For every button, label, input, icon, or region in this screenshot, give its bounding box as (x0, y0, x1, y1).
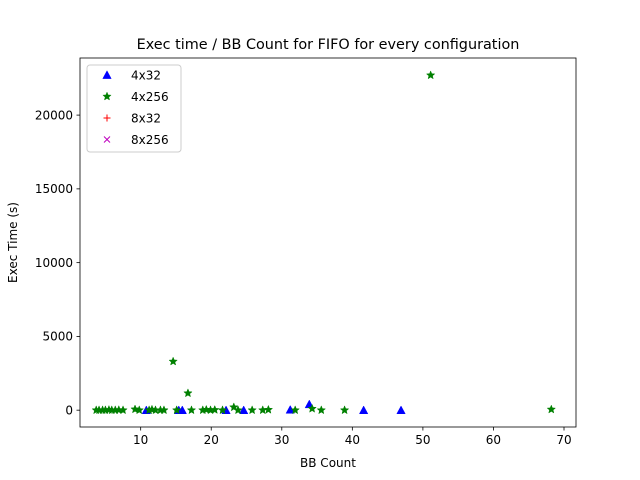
data-point (339, 405, 350, 415)
x-tick-label: 50 (415, 433, 430, 447)
legend-item-8x256: 8x256 (103, 133, 169, 147)
plot-frame (79, 57, 577, 428)
y-tick-label: 0 (65, 403, 73, 417)
legend-label: 8x32 (131, 111, 161, 125)
legend-item-8x32: 8x32 (103, 111, 161, 125)
data-point (396, 405, 406, 414)
data-point (186, 405, 197, 415)
x-axis-label: BB Count (300, 456, 356, 470)
x-tick-label: 70 (556, 433, 571, 447)
x-tick-label: 20 (204, 433, 219, 447)
y-tick-label: 5000 (42, 330, 73, 344)
data-point (217, 405, 228, 415)
data-point (290, 405, 300, 415)
data-point (425, 70, 436, 80)
data-point (233, 405, 243, 415)
data-points (91, 70, 557, 415)
data-point (546, 404, 557, 414)
data-point (307, 403, 317, 413)
x-axis-ticks: 10 20 30 40 50 60 70 (133, 427, 572, 447)
data-point (134, 405, 144, 415)
y-tick-label: 15000 (35, 182, 73, 196)
data-point (177, 405, 187, 414)
legend-label: 4x256 (131, 90, 169, 104)
legend-marker (102, 70, 112, 79)
y-tick-label: 20000 (35, 108, 73, 122)
data-point (168, 356, 178, 366)
data-point (118, 405, 128, 415)
legend-label: 4x32 (131, 68, 161, 82)
chart-title: Exec time / BB Count for FIFO for every … (137, 37, 520, 53)
series-4x256 (91, 70, 557, 415)
legend-item-4x32: 4x32 (102, 68, 161, 82)
data-point (247, 405, 257, 415)
x-tick-label: 60 (486, 433, 501, 447)
data-point (210, 404, 220, 414)
x-tick-label: 40 (345, 433, 360, 447)
data-point (316, 405, 327, 415)
legend-item-4x256: 4x256 (102, 90, 169, 104)
legend-marker (102, 91, 112, 101)
data-point (171, 405, 182, 415)
y-axis-label: Exec Time (s) (6, 202, 20, 283)
data-point (183, 388, 193, 398)
x-tick-label: 30 (274, 433, 289, 447)
legend-frame (86, 64, 182, 153)
y-tick-label: 10000 (35, 256, 73, 270)
legend: 4x32 4x256 8x32 8x256 (86, 64, 182, 153)
legend-label: 8x256 (131, 133, 169, 147)
data-point (359, 405, 369, 414)
y-axis-ticks: 0 5000 10000 15000 20000 (35, 108, 80, 417)
data-point (239, 405, 249, 414)
data-point (159, 405, 169, 415)
legend-marker (103, 136, 111, 143)
data-point (263, 404, 274, 414)
legend-marker (103, 114, 111, 122)
x-tick-label: 10 (133, 433, 148, 447)
